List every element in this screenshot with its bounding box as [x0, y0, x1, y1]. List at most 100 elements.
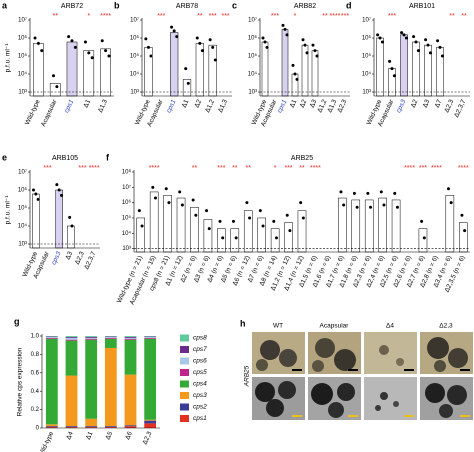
data-point	[213, 58, 217, 62]
bar-segment	[45, 424, 58, 427]
bar	[170, 32, 179, 97]
data-point	[379, 190, 383, 194]
bar	[136, 217, 146, 253]
y-tick-label: 0.6	[31, 370, 40, 376]
panel-letter: d	[346, 0, 352, 10]
bar-segment	[124, 338, 137, 340]
x-tick-label: Δ4	[65, 430, 75, 441]
data-point	[167, 201, 171, 205]
micrographs: h ARB25 WT Acapsular Δ4 Δ2,3	[240, 318, 473, 420]
significance: ***	[419, 165, 427, 172]
bar	[208, 44, 217, 97]
bar-segment	[65, 426, 78, 428]
chart-title: ARB82	[294, 3, 316, 10]
bar-segment	[45, 336, 58, 338]
significance: **	[322, 13, 328, 20]
bar-segment	[85, 337, 98, 339]
significance: ***	[284, 165, 292, 172]
data-point	[420, 219, 424, 223]
bar-segment	[85, 336, 98, 338]
data-point	[36, 197, 40, 201]
x-tick-label: Δ2,3	[443, 98, 455, 113]
legend-swatch	[180, 380, 189, 388]
chart-title: ARB105	[52, 155, 78, 162]
legend-label: cps8	[193, 335, 207, 342]
significance: ****	[89, 165, 100, 172]
bar	[182, 79, 192, 97]
data-point	[151, 185, 155, 189]
bar-segment	[85, 338, 98, 340]
data-point	[234, 236, 238, 240]
significance: **	[299, 165, 305, 172]
bar	[376, 37, 384, 97]
bar	[190, 207, 199, 253]
data-point	[261, 36, 265, 40]
y-tick-label: 10⁴	[130, 71, 140, 78]
data-point	[265, 45, 269, 49]
x-tick-label: cps1	[276, 98, 288, 114]
bar-segment	[65, 427, 78, 428]
data-point	[311, 43, 315, 47]
bar	[400, 34, 408, 97]
bar-segment	[65, 340, 78, 376]
panel-letter: h	[240, 318, 246, 328]
x-tick-label: Δ1	[289, 98, 299, 109]
data-point	[70, 39, 74, 43]
y-tick-label: 10⁷	[18, 169, 27, 176]
data-point	[191, 198, 195, 202]
legend-swatch	[180, 369, 189, 376]
data-point	[60, 193, 63, 197]
data-point	[52, 74, 56, 78]
data-point	[218, 219, 222, 223]
bar	[55, 189, 63, 249]
data-point	[231, 219, 235, 223]
data-point	[376, 33, 380, 37]
data-point	[55, 183, 59, 187]
x-tick-label: cps3	[50, 250, 62, 266]
bar-segment	[124, 426, 137, 428]
y-tick-label: 10⁷	[362, 17, 371, 24]
column-label: Δ4	[386, 323, 394, 330]
data-point	[291, 63, 295, 67]
significance: ****	[431, 165, 442, 172]
data-point	[83, 40, 87, 44]
significance: *	[274, 165, 277, 172]
data-point	[390, 67, 394, 71]
data-point	[412, 35, 416, 39]
x-tick-label: Δ2	[299, 98, 309, 109]
data-point	[184, 67, 188, 71]
legend-label: cps7	[193, 346, 207, 353]
data-point	[57, 188, 61, 192]
y-tick-label: 10³	[18, 242, 27, 248]
significance: ****	[330, 13, 341, 20]
bar	[203, 219, 213, 253]
data-point	[205, 209, 209, 213]
y-tick-label: 10³	[18, 90, 27, 96]
x-tick-label: Δ1	[181, 98, 191, 109]
data-point	[146, 45, 150, 49]
data-point	[36, 41, 40, 45]
data-point	[198, 41, 202, 45]
legend-label: cps5	[193, 369, 207, 376]
y-axis-label: Relative cps expression	[17, 347, 24, 416]
data-point	[402, 33, 406, 37]
data-point	[440, 54, 444, 58]
y-tick-label: 10⁴	[362, 71, 372, 78]
x-tick-label: Δ7	[434, 98, 444, 109]
legend-swatch	[180, 403, 189, 411]
legend-label: cps2	[193, 404, 207, 411]
bar	[291, 73, 299, 97]
data-point	[288, 229, 292, 233]
y-tick-label: 10³	[122, 246, 131, 252]
bar	[338, 197, 347, 253]
data-point	[436, 39, 440, 43]
x-tick-label: Δ3	[64, 250, 74, 261]
data-point	[422, 236, 426, 240]
data-point	[416, 49, 420, 53]
data-point	[460, 213, 464, 217]
data-point	[285, 33, 289, 37]
data-point	[428, 51, 432, 55]
data-point	[248, 216, 252, 220]
x-tick-label: Acapsular	[40, 98, 59, 128]
data-point	[414, 40, 418, 44]
